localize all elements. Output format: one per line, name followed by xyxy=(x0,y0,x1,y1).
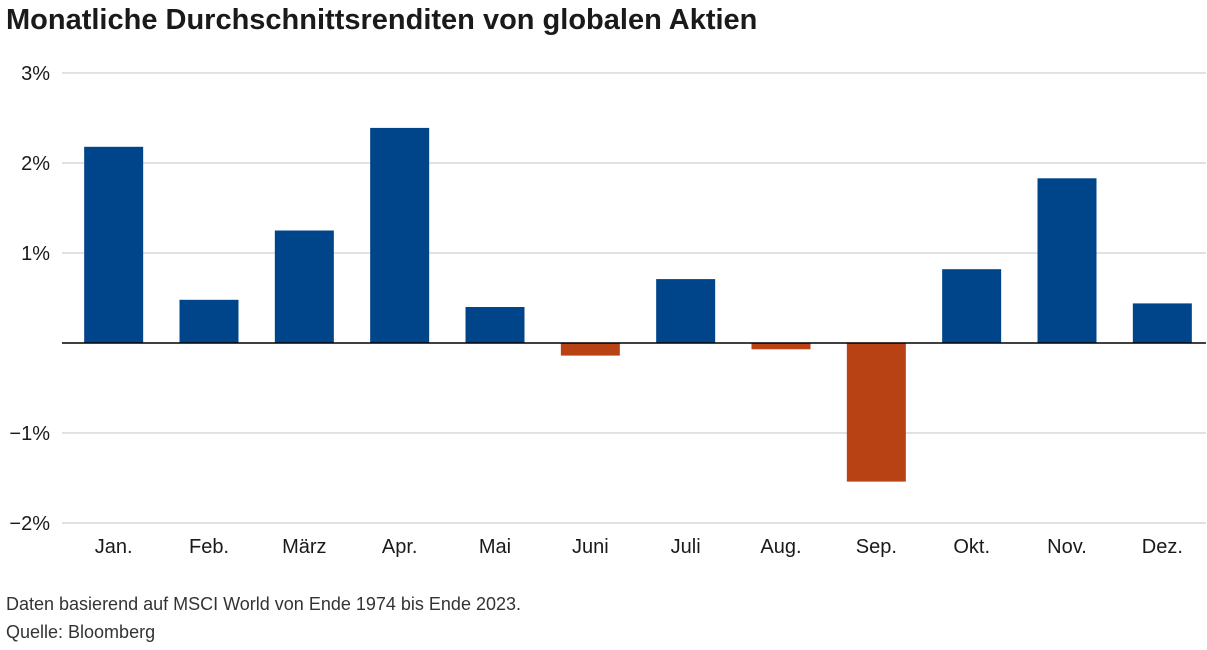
bar-5 xyxy=(465,307,525,343)
x-tick-label: Mai xyxy=(479,536,511,558)
y-tick-label: −2% xyxy=(9,513,50,535)
bar-11 xyxy=(1037,178,1097,343)
bar-6 xyxy=(560,343,620,356)
bar-10 xyxy=(942,269,1002,343)
bar-8 xyxy=(751,343,811,350)
x-tick-label: Juni xyxy=(572,536,609,558)
x-tick-label: Aug. xyxy=(760,536,801,558)
x-tick-label: Juli xyxy=(671,536,701,558)
x-tick-label: Apr. xyxy=(382,536,418,558)
bar-chart: −2% −1% 1% 2% 3% Jan. Feb. März Apr. Mai Juni Juli A… xyxy=(9,63,1206,558)
bar-2 xyxy=(179,299,239,343)
x-tick-label: Jan. xyxy=(95,536,133,558)
bar-3 xyxy=(274,230,334,343)
x-tick-label: Feb. xyxy=(189,536,229,558)
x-tick-label: Sep. xyxy=(856,536,897,558)
y-tick-label: 1% xyxy=(21,243,50,265)
grid-layer xyxy=(62,72,1206,524)
y-tick-label: 3% xyxy=(21,63,50,85)
bar-layer xyxy=(84,127,1192,482)
source-note: Quelle: Bloomberg xyxy=(6,622,156,642)
axis-layer: −2% −1% 1% 2% 3% Jan. Feb. März Apr. Mai Juni Juli A… xyxy=(9,63,1206,558)
y-tick-label: 2% xyxy=(21,153,50,175)
footnote: Daten basierend auf MSCI World von Ende … xyxy=(6,594,521,614)
bar-9 xyxy=(846,343,906,482)
x-tick-label: März xyxy=(282,536,326,558)
bar-7 xyxy=(656,279,716,343)
x-tick-label: Nov. xyxy=(1047,536,1087,558)
bar-4 xyxy=(370,127,430,344)
chart-title: Monatliche Durchschnittsrenditen von glo… xyxy=(6,4,758,36)
bar-12 xyxy=(1132,303,1192,343)
x-tick-label: Dez. xyxy=(1142,536,1183,558)
x-tick-label: Okt. xyxy=(953,536,990,558)
y-tick-label: −1% xyxy=(9,423,50,445)
bar-1 xyxy=(84,146,144,343)
